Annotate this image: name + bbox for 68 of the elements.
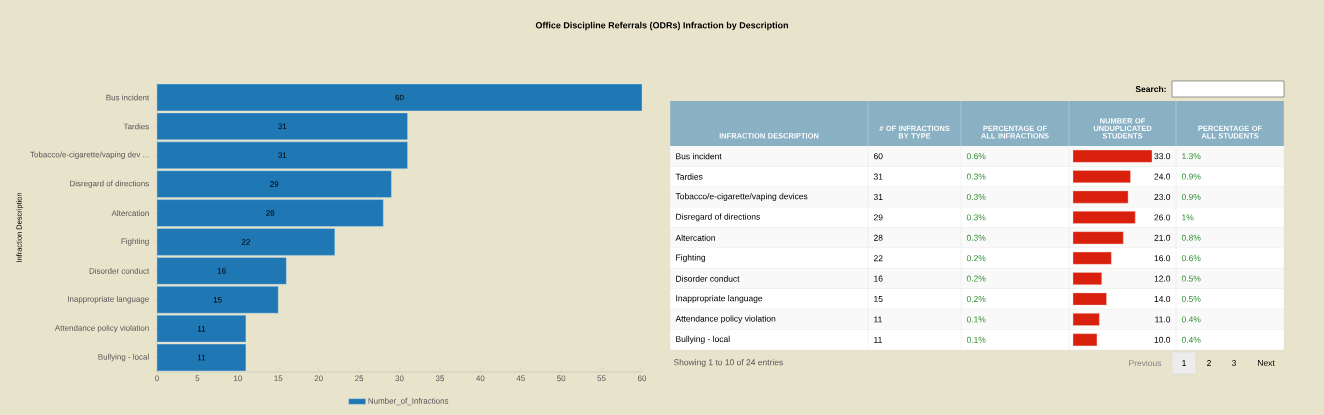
data-label: 26.0 bbox=[1154, 214, 1171, 221]
text: 0.9% bbox=[1181, 173, 1201, 180]
text: 31 bbox=[873, 194, 883, 200]
bar bbox=[1072, 149, 1153, 163]
text: 0.3% bbox=[966, 173, 986, 180]
y-tick-label: Bullying - local bbox=[676, 335, 730, 344]
text: 0.5% bbox=[1181, 275, 1201, 282]
text: 0.2% bbox=[966, 296, 986, 302]
y-tick-label: Altercation bbox=[675, 234, 715, 241]
text: 15 bbox=[874, 296, 883, 302]
text: 11 bbox=[874, 336, 882, 343]
text: 2 bbox=[1207, 360, 1211, 366]
text: 0.4% bbox=[1181, 316, 1201, 323]
y-tick-label: Tardies bbox=[675, 173, 703, 180]
text: 1 bbox=[1182, 360, 1186, 366]
text: 29 bbox=[873, 214, 883, 221]
y-tick-label: Tobacco/e-cigarette/vaping devices bbox=[675, 193, 808, 201]
bar bbox=[1072, 190, 1129, 204]
data-label: 12.0 bbox=[1154, 275, 1171, 282]
text: 0.1% bbox=[966, 316, 986, 323]
text: 0.6% bbox=[1181, 255, 1201, 262]
text: 0.6% bbox=[966, 153, 986, 160]
text: 16 bbox=[874, 275, 883, 282]
text: 0.9% bbox=[1181, 194, 1201, 200]
text: 28 bbox=[873, 234, 883, 241]
y-tick-label: Disorder conduct bbox=[676, 275, 740, 282]
text: 1% bbox=[1182, 214, 1194, 221]
text: Office Discipline Referrals (ODRs) Infraction by Description bbox=[535, 21, 788, 31]
y-tick-label: Fighting bbox=[676, 254, 706, 263]
text: Showing 1 to 10 of 24 entries bbox=[673, 359, 783, 367]
data-label: 23.0 bbox=[1154, 194, 1171, 200]
text: Search: bbox=[1135, 85, 1166, 93]
text: 22 bbox=[873, 255, 883, 262]
text: 3 bbox=[1231, 360, 1236, 366]
data-label: 14.0 bbox=[1154, 296, 1171, 302]
text: 0.1% bbox=[966, 336, 986, 343]
data-label: 10.0 bbox=[1154, 336, 1171, 343]
data-label: 24.0 bbox=[1154, 173, 1171, 180]
text: 31 bbox=[873, 173, 883, 180]
y-tick-label: Inappropriate language bbox=[676, 295, 763, 303]
text: 11 bbox=[874, 316, 882, 323]
text: 0.4% bbox=[1181, 336, 1201, 343]
bar bbox=[1072, 313, 1100, 326]
bar bbox=[1072, 170, 1131, 183]
text: 0.2% bbox=[966, 275, 986, 282]
text: 0.8% bbox=[1181, 234, 1201, 241]
bar bbox=[1072, 272, 1102, 285]
y-tick-label: Bus incident bbox=[676, 153, 722, 160]
text: 0.3% bbox=[966, 234, 986, 241]
data-label: 21.0 bbox=[1154, 234, 1171, 241]
text: Next bbox=[1258, 360, 1275, 366]
data-label: 33.0 bbox=[1154, 153, 1171, 160]
text: 0.3% bbox=[966, 214, 986, 221]
text: 0.5% bbox=[1181, 296, 1201, 302]
bar bbox=[1072, 292, 1107, 306]
data-label: 11.0 bbox=[1155, 316, 1171, 323]
bar bbox=[1072, 251, 1112, 265]
data-label: 16.0 bbox=[1154, 255, 1171, 262]
text: 0.2% bbox=[966, 255, 986, 262]
y-tick-label: Disregard of directions bbox=[676, 213, 760, 222]
bar bbox=[1072, 211, 1136, 224]
text: 1.3% bbox=[1182, 153, 1201, 160]
text: 60 bbox=[873, 153, 883, 160]
y-tick-label: Attendance policy violation bbox=[675, 315, 776, 324]
bar bbox=[1072, 333, 1098, 347]
bar bbox=[1072, 231, 1124, 245]
text: 0.3% bbox=[966, 194, 986, 200]
text: Previous bbox=[1129, 359, 1162, 367]
